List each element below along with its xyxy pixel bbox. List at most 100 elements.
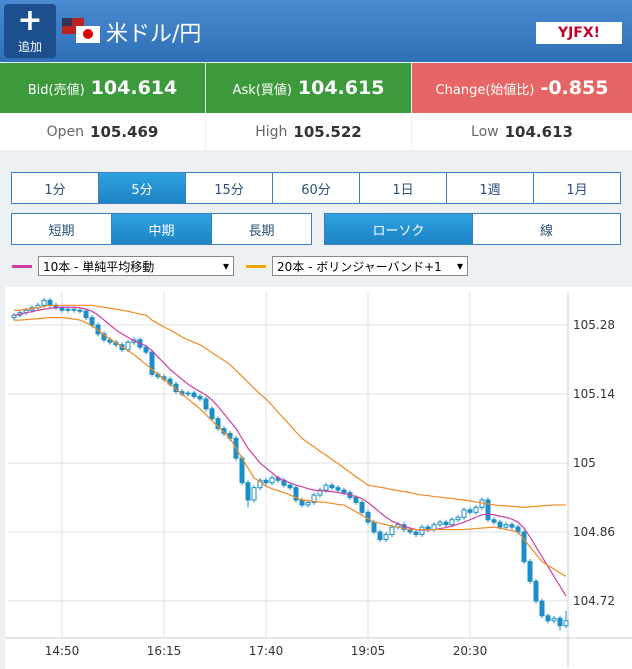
y-tick-label: 105: [573, 456, 596, 470]
candle-body: [77, 309, 83, 312]
candle-body: [455, 516, 461, 521]
candle-body: [545, 615, 551, 622]
chart-type-button[interactable]: 線: [472, 213, 621, 245]
candle-body: [521, 531, 527, 563]
candle-body: [185, 392, 191, 395]
candle-body: [371, 521, 377, 533]
candle-body: [473, 506, 479, 513]
candle-body: [437, 521, 443, 526]
candle-body: [83, 310, 89, 319]
header: + 追加 米ドル/円 YJFX!: [0, 0, 632, 62]
high-label: High: [255, 123, 288, 140]
ask-label: Ask(買値): [232, 82, 292, 98]
candle-body: [335, 487, 341, 491]
ask-cell: Ask(買値) 104.615: [206, 63, 411, 113]
bb-swatch: [246, 265, 266, 268]
interval-button[interactable]: 1分: [11, 172, 99, 204]
candle-body: [251, 487, 257, 501]
candle-body: [533, 580, 539, 602]
candle-body: [11, 314, 17, 319]
candle-body: [287, 484, 293, 489]
interval-button[interactable]: 15分: [185, 172, 273, 204]
candle-body: [389, 526, 395, 535]
candle-body: [269, 477, 275, 484]
x-tick-label: 19:05: [351, 644, 386, 658]
candle-body: [71, 308, 77, 311]
candle-body: [359, 501, 365, 513]
interval-button[interactable]: 1週: [446, 172, 534, 204]
candle-body: [305, 501, 311, 506]
change-label: Change(始値比): [435, 82, 535, 98]
candle-body: [215, 418, 221, 430]
candle-body: [125, 341, 131, 351]
candle-body: [209, 408, 215, 420]
high-value: 105.522: [293, 122, 362, 141]
y-tick-label: 104.72: [573, 594, 615, 608]
bb-select[interactable]: 20本 - ボリンジャーバンド+1 ▾: [272, 256, 468, 276]
candle-body: [263, 479, 269, 484]
candle-body: [557, 617, 563, 627]
candle-body: [419, 526, 425, 535]
interval-button[interactable]: 5分: [98, 172, 186, 204]
interval-button[interactable]: 1月: [533, 172, 621, 204]
candle-body: [143, 346, 149, 353]
candle-body: [449, 519, 455, 526]
interval-button[interactable]: 60分: [272, 172, 360, 204]
candle-body: [485, 499, 491, 521]
plus-icon: +: [17, 3, 43, 38]
ma-swatch: [12, 265, 32, 268]
low-value: 104.613: [504, 122, 573, 141]
low-cell: Low 104.613: [412, 113, 632, 150]
candle-body: [59, 307, 65, 311]
ma-label: 10本 - 単純平均移動: [43, 259, 155, 274]
candle-body: [329, 484, 335, 489]
candle-body: [311, 494, 317, 503]
candle-body: [377, 531, 383, 540]
term-button[interactable]: 長期: [211, 213, 312, 245]
candle-body: [149, 351, 155, 375]
pair-title: 米ドル/円: [106, 22, 202, 47]
candle-body: [497, 521, 503, 528]
add-label: 追加: [17, 40, 42, 54]
ma-select[interactable]: 10本 - 単純平均移動 ▾: [38, 256, 234, 276]
candle-body: [503, 524, 509, 528]
ma-line: [13, 306, 567, 597]
bid-cell: Bid(売値) 104.614: [0, 63, 205, 113]
candle-body: [65, 308, 71, 311]
candle-body: [341, 489, 347, 494]
candle-body: [245, 482, 251, 501]
y-tick-label: 104.86: [573, 525, 615, 539]
candle-body: [527, 561, 533, 582]
y-tick-label: 105.14: [573, 387, 615, 401]
candle-body: [191, 392, 197, 397]
candle-body: [443, 521, 449, 526]
x-tick-label: 20:30: [453, 644, 488, 658]
open-label: Open: [46, 123, 85, 140]
add-button[interactable]: + 追加: [4, 4, 56, 58]
candle-body: [551, 617, 557, 622]
change-value: -0.855: [540, 77, 609, 99]
candle-body: [89, 317, 95, 326]
band-upper-line: [14, 304, 566, 508]
chart-type-button[interactable]: ローソク: [324, 213, 473, 245]
candle-body: [353, 497, 359, 503]
candle-body: [41, 299, 47, 306]
candle-body: [323, 484, 329, 491]
bid-value: 104.614: [90, 77, 178, 99]
candle-body: [461, 509, 467, 518]
x-tick-label: 16:15: [147, 644, 182, 658]
bid-label: Bid(売値): [27, 82, 85, 98]
dropdown-arrow: ▾: [222, 259, 229, 273]
term-button[interactable]: 中期: [111, 213, 212, 245]
candle-body: [467, 509, 473, 513]
dropdown-arrow: ▾: [456, 259, 463, 273]
interval-button[interactable]: 1日: [359, 172, 447, 204]
logo: YJFX!: [536, 22, 622, 44]
x-tick-label: 14:50: [45, 644, 80, 658]
y-tick-label: 105.28: [573, 318, 615, 332]
term-button[interactable]: 短期: [11, 213, 112, 245]
low-label: Low: [471, 123, 499, 140]
candle-body: [539, 600, 545, 617]
candle-body: [509, 524, 515, 528]
